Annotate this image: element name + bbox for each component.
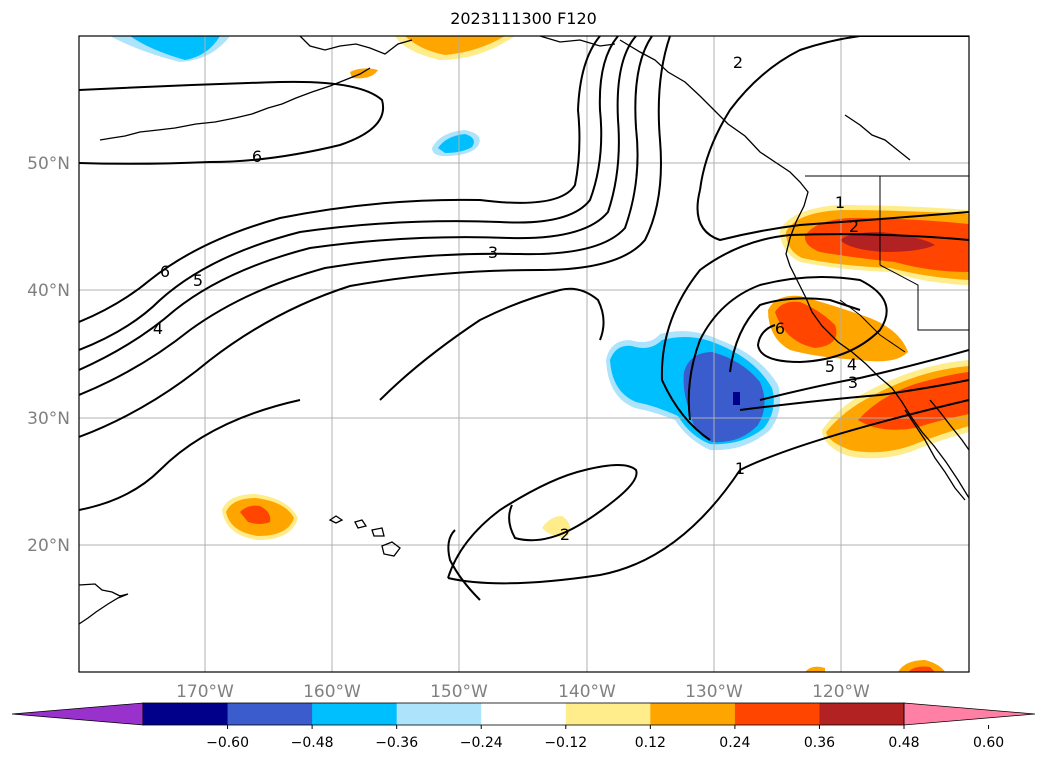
contour-label: 6 [252, 147, 262, 166]
colorbar-segment [734, 703, 820, 725]
colorbar-segment [481, 703, 567, 725]
lat-label: 20°N [27, 536, 70, 556]
colorbar-tick-label: 0.36 [804, 735, 835, 751]
contour-label: 2 [849, 217, 859, 236]
lat-label: 40°N [27, 281, 70, 301]
contour-label: 6 [775, 319, 785, 338]
colorbar-under-triangle [11, 702, 144, 726]
lon-label: 150°W [430, 682, 488, 702]
colorbar [11, 702, 1036, 726]
contour-label: 2 [733, 53, 743, 72]
coastlines [79, 36, 969, 625]
latitude-labels: 50°N 40°N 30°N 20°N [27, 154, 70, 556]
contour-label: 5 [825, 357, 835, 376]
longitude-labels: 170°W 160°W 150°W 140°W 130°W 120°W [176, 682, 870, 702]
colorbar-border [142, 702, 905, 726]
colorbar-tick-label: −0.48 [291, 735, 334, 751]
colorbar-tick-label: 0.60 [973, 735, 1004, 751]
lat-label: 50°N [27, 154, 70, 174]
colorbar-tick-label: −0.12 [544, 735, 587, 751]
contour-label: 5 [193, 271, 203, 290]
colorbar-segment [312, 703, 398, 725]
contour-labels: 6 6 5 4 3 2 1 2 6 5 4 3 1 2 [153, 53, 859, 544]
colorbar-segment [143, 703, 229, 725]
colorbar-tick-label: 0.24 [719, 735, 750, 751]
contour-label: 3 [488, 243, 498, 262]
map-border [78, 35, 970, 673]
lon-label: 170°W [176, 682, 234, 702]
colorbar-tick-label: −0.24 [460, 735, 503, 751]
lon-label: 130°W [685, 682, 743, 702]
colorbar-segment [396, 703, 482, 725]
colorbar-tick-label: 0.48 [888, 735, 919, 751]
lat-label: 30°N [27, 409, 70, 429]
gridlines [79, 36, 969, 672]
colorbar-segment [227, 703, 313, 725]
map-title: 2023111300 F120 [450, 9, 597, 28]
colorbar-segment [565, 703, 651, 725]
contour-label: 3 [848, 373, 858, 392]
contour-label: 1 [735, 459, 745, 478]
contour-label: 4 [153, 319, 163, 338]
colorbar-tick-label: 0.12 [635, 735, 666, 751]
colorbar-segment [819, 703, 905, 725]
anomaly-shading [110, 36, 969, 672]
colorbar-segment [650, 703, 736, 725]
lon-label: 120°W [812, 682, 870, 702]
contour-label: 4 [847, 355, 857, 374]
lon-label: 140°W [558, 682, 616, 702]
contour-label: 1 [835, 193, 845, 212]
contour-lines [79, 36, 969, 601]
lon-label: 160°W [303, 682, 361, 702]
colorbar-ticks: −0.60 −0.48 −0.36 −0.24 −0.12 0.12 0.24 0.36 0.4… [206, 725, 1004, 751]
contour-label: 2 [560, 525, 570, 544]
colorbar-tick-label: −0.36 [375, 735, 418, 751]
contour-label: 6 [160, 262, 170, 281]
colorbar-tick-label: −0.60 [206, 735, 249, 751]
colorbar-over-triangle [903, 702, 1036, 726]
